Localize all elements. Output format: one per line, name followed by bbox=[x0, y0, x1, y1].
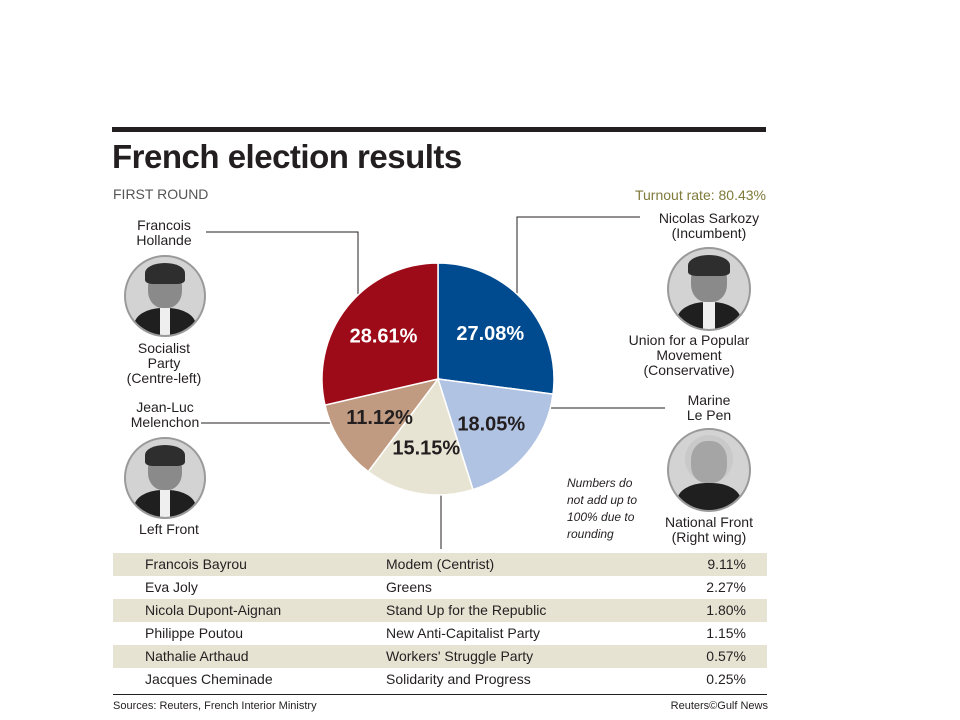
chart-title: French election results bbox=[112, 138, 462, 175]
table-row: Nathalie Arthaud Workers' Struggle Party… bbox=[113, 645, 767, 668]
candidate-name: Francois Bayrou bbox=[145, 556, 247, 572]
chart-subtitle: FIRST ROUND bbox=[113, 186, 209, 202]
pie-slices bbox=[321, 262, 555, 496]
candidate-party: New Anti-Capitalist Party bbox=[386, 625, 541, 641]
sarkozy-portrait bbox=[667, 247, 751, 331]
candidate-percent: 1.80% bbox=[706, 602, 746, 618]
candidate-percent: 2.27% bbox=[706, 579, 746, 595]
candidate-name: Eva Joly bbox=[145, 579, 198, 595]
candidate-percent: 0.25% bbox=[706, 671, 746, 687]
melenchon-portrait bbox=[124, 437, 206, 519]
pie-slice bbox=[321, 262, 439, 406]
turnout-rate: Turnout rate: 80.43% bbox=[634, 187, 766, 203]
candidate-party: Workers' Struggle Party bbox=[386, 648, 534, 664]
lepen-party: National Front (Right wing) bbox=[665, 514, 753, 545]
pie-slice bbox=[436, 378, 554, 491]
lepen-name: Marine Le Pen bbox=[686, 392, 732, 423]
leader-line-hollande bbox=[206, 231, 359, 298]
source-note: Sources: Reuters, French Interior Minist… bbox=[113, 700, 317, 712]
pie-slice-label: 15.15% bbox=[392, 438, 460, 460]
pie-slice-label: 11.12% bbox=[346, 407, 413, 429]
hollande-party: Socialist Party (Centre-left) bbox=[126, 340, 202, 386]
other-candidates-table: Francois Bayrou Modem (Centrist) 9.11% E… bbox=[113, 553, 767, 691]
pie-slice-label: 27.08% bbox=[456, 323, 524, 345]
bottom-rule bbox=[113, 694, 767, 695]
candidate-party: Greens bbox=[386, 579, 432, 595]
top-rule bbox=[112, 127, 766, 132]
candidate-name: Nicola Dupont-Aignan bbox=[145, 602, 282, 618]
lepen-portrait bbox=[667, 428, 751, 512]
pie-slice-label: 18.05% bbox=[457, 414, 525, 436]
table-row: Jacques Cheminade Solidarity and Progres… bbox=[113, 668, 767, 691]
hollande-name: Francois Hollande bbox=[136, 217, 192, 248]
leader-lines bbox=[201, 216, 665, 549]
candidate-percent: 0.57% bbox=[706, 648, 746, 664]
candidate-percent: 9.11% bbox=[707, 556, 746, 572]
pie-slice-label: 28.61% bbox=[350, 326, 418, 348]
table-row: Francois Bayrou Modem (Centrist) 9.11% bbox=[113, 553, 767, 576]
table-row: Eva Joly Greens 2.27% bbox=[113, 576, 767, 599]
pie-slice bbox=[437, 262, 555, 395]
pie-slice bbox=[324, 377, 440, 473]
table-row: Nicola Dupont-Aignan Stand Up for the Re… bbox=[113, 599, 767, 622]
pie-labels: 27.08% 18.05%15.15% 11.12% 28.61% bbox=[346, 323, 525, 460]
candidate-name: Jacques Cheminade bbox=[145, 671, 273, 687]
melenchon-name: Jean-Luc Melenchon bbox=[130, 399, 200, 430]
candidate-name: Nathalie Arthaud bbox=[145, 648, 249, 664]
candidate-party: Stand Up for the Republic bbox=[386, 602, 547, 618]
rounding-note: Numbers do not add up to 100% due to rou… bbox=[567, 476, 638, 541]
pie-slice bbox=[367, 377, 474, 496]
sarkozy-name: Nicolas Sarkozy (Incumbent) bbox=[658, 210, 760, 241]
sarkozy-party: Union for a Popular Movement (Conservati… bbox=[628, 332, 750, 378]
credit-note: Reuters©Gulf News bbox=[670, 700, 768, 712]
leader-line-sarkozy bbox=[516, 216, 640, 300]
candidate-party: Modem (Centrist) bbox=[386, 556, 495, 572]
candidate-name: Philippe Poutou bbox=[145, 625, 244, 641]
table-row: Philippe Poutou New Anti-Capitalist Part… bbox=[113, 622, 767, 645]
candidate-percent: 1.15% bbox=[706, 625, 746, 641]
hollande-portrait bbox=[124, 255, 206, 337]
melenchon-party: Left Front bbox=[139, 521, 199, 537]
candidate-party: Solidarity and Progress bbox=[386, 671, 531, 687]
